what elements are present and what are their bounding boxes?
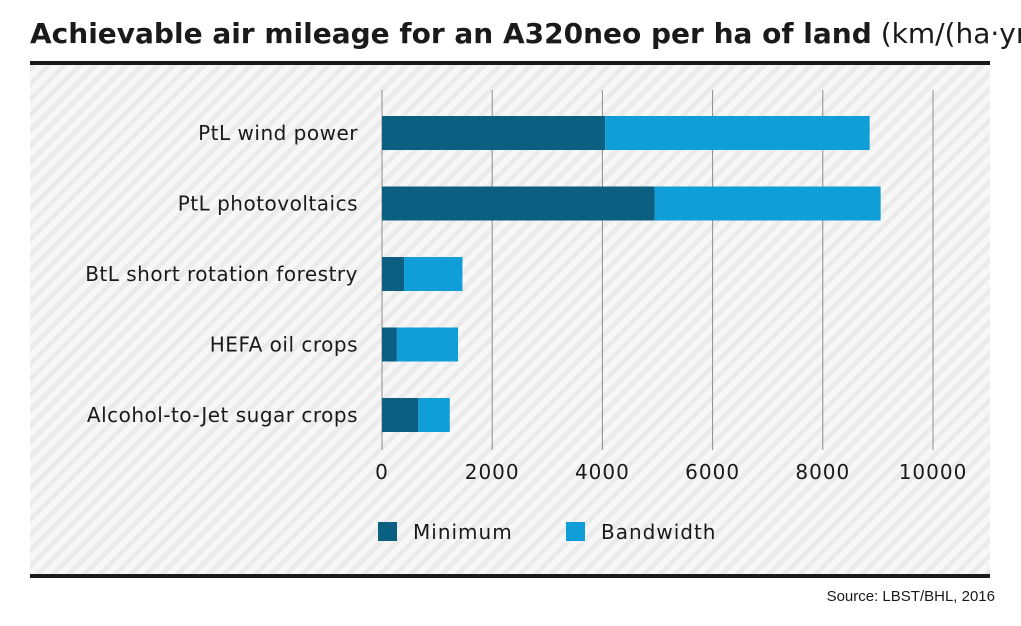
bar-chart: 0 2000 4000 6000 8000 10000 PtL wind power PtL …	[85, 90, 968, 544]
x-tick-label: 6000	[685, 460, 740, 484]
bar-bandwidth	[654, 186, 881, 221]
bar-minimum	[382, 327, 397, 362]
x-tick-label: 4000	[575, 460, 630, 484]
top-rule	[30, 61, 990, 65]
bar-minimum	[382, 186, 655, 221]
x-tick-label: 8000	[795, 460, 850, 484]
title-main: Achievable air mileage for an A320neo pe…	[30, 17, 872, 50]
chart-panel: 0 2000 4000 6000 8000 10000 PtL wind power PtL …	[30, 65, 990, 574]
bar-minimum	[382, 116, 606, 150]
legend-label: Minimum	[413, 520, 513, 544]
source-note: Source: LBST/BHL, 2016	[826, 588, 995, 605]
bottom-rule	[30, 574, 990, 578]
bar-minimum	[382, 257, 405, 291]
x-tick-label: 2000	[465, 460, 520, 484]
chart-title: Achievable air mileage for an A320neo pe…	[30, 14, 1021, 54]
title-unit: (km/(ha·yr))	[880, 17, 1021, 50]
bar-bandwidth	[404, 257, 463, 291]
x-tick-label: 0	[375, 460, 389, 484]
legend-label: Bandwidth	[601, 520, 716, 544]
bar-bandwidth	[605, 116, 870, 150]
category-label: HEFA oil crops	[210, 333, 358, 357]
category-label: PtL photovoltaics	[178, 192, 358, 216]
bar-minimum	[382, 398, 419, 432]
category-label: PtL wind power	[198, 121, 358, 145]
category-label: BtL short rotation forestry	[85, 262, 358, 286]
category-label: Alcohol-to-Jet sugar crops	[87, 403, 358, 427]
legend-swatch	[378, 522, 397, 541]
bar-bandwidth	[396, 327, 459, 362]
x-tick-label: 10000	[899, 460, 968, 484]
bar-bandwidth	[418, 398, 450, 432]
legend-swatch	[566, 522, 585, 541]
